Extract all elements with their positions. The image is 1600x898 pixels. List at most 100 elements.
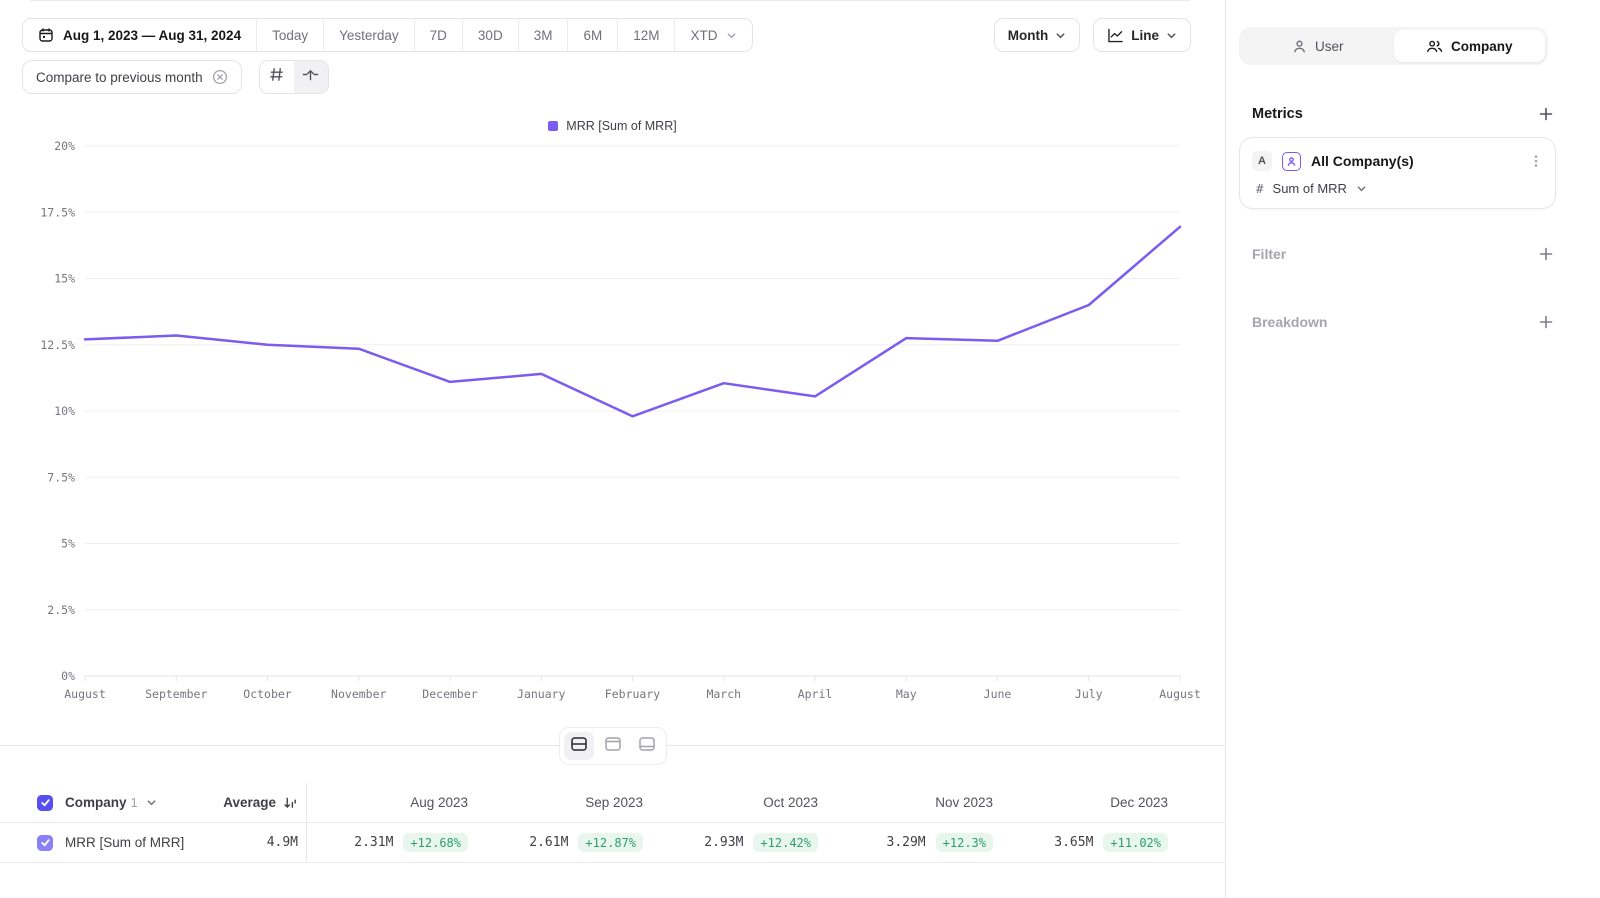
add-breakdown-button[interactable] (1538, 314, 1554, 330)
entity-count: 1 (130, 795, 138, 810)
chart-legend: MRR [Sum of MRR] (0, 119, 1225, 133)
legend-swatch (548, 121, 559, 131)
grid-toggle-button[interactable] (260, 61, 294, 93)
top-divider (30, 0, 1190, 1)
cell-value: 3.65M (1054, 835, 1094, 850)
svg-text:17.5%: 17.5% (40, 205, 75, 219)
date-range-button[interactable]: Aug 1, 2023 — Aug 31, 2024 (23, 19, 256, 51)
svg-text:September: September (145, 687, 207, 701)
month-column-header: Sep 2023 (585, 795, 643, 810)
metric-letter-badge: A (1252, 151, 1272, 171)
annotations-toggle-button[interactable] (293, 61, 328, 93)
breakdown-label: Breakdown (1252, 314, 1328, 330)
aggregation-dropdown[interactable]: # Sum of MRR (1252, 181, 1543, 196)
metrics-title: Metrics (1252, 106, 1303, 122)
month-column-header: Aug 2023 (410, 795, 468, 810)
range-6m-button[interactable]: 6M (567, 19, 617, 51)
granularity-dropdown[interactable]: Month (993, 18, 1081, 52)
average-value: 4.9M (266, 835, 298, 850)
range-xtd-label: XTD (690, 27, 718, 43)
svg-text:10%: 10% (54, 404, 75, 418)
range-7d-button[interactable]: 7D (413, 19, 462, 51)
chart-option-toggles (258, 60, 329, 94)
delta-badge: +12.68% (403, 833, 468, 852)
delta-badge: +12.3% (935, 833, 993, 852)
range-today-button[interactable]: Today (256, 19, 323, 51)
svg-text:7.5%: 7.5% (47, 470, 75, 484)
analytics-main-panel: Aug 1, 2023 — Aug 31, 2024 Today Yesterd… (0, 0, 1225, 863)
range-yesterday-button[interactable]: Yesterday (323, 19, 414, 51)
granularity-label: Month (1007, 27, 1049, 43)
layout-table-only-button[interactable] (632, 732, 662, 760)
cell-value: 2.61M (529, 835, 569, 850)
calendar-icon (38, 27, 54, 43)
delta-badge: +12.87% (578, 833, 643, 852)
tab-company[interactable]: Company (1393, 30, 1545, 62)
cell-value: 2.31M (354, 835, 394, 850)
svg-text:June: June (984, 687, 1012, 701)
svg-text:March: March (706, 687, 741, 701)
aggregation-label: Sum of MRR (1272, 181, 1347, 196)
company-metric-icon (1282, 151, 1301, 171)
layout-toggle-group (558, 727, 667, 765)
chart-type-dropdown[interactable]: Line (1093, 18, 1191, 52)
add-metric-button[interactable] (1538, 106, 1554, 122)
table-row[interactable]: MRR [Sum of MRR] 4.9M 2.31M +12.68% 2.61… (0, 823, 1225, 863)
filter-section: Filter (1252, 246, 1554, 262)
line-chart-icon (1107, 28, 1124, 43)
svg-text:February: February (605, 687, 660, 701)
svg-text:20%: 20% (54, 139, 75, 153)
tab-user[interactable]: User (1242, 30, 1394, 62)
layout-split-button[interactable] (563, 732, 594, 760)
metrics-header: Metrics (1252, 106, 1554, 122)
svg-text:2.5%: 2.5% (47, 603, 75, 617)
table-column-divider (306, 823, 307, 862)
tab-company-label: Company (1450, 38, 1513, 54)
cell-value: 3.29M (886, 835, 926, 850)
metric-name: All Company(s) (1311, 153, 1414, 169)
range-12m-button[interactable]: 12M (617, 19, 674, 51)
svg-text:November: November (331, 687, 386, 701)
svg-text:August: August (64, 687, 106, 701)
breakdown-section: Breakdown (1252, 314, 1554, 330)
chevron-down-icon (1166, 30, 1177, 41)
entity-column-header[interactable]: Company (65, 795, 127, 810)
range-xtd-button[interactable]: XTD (674, 19, 752, 51)
month-column-header: Oct 2023 (763, 795, 818, 810)
metric-card[interactable]: A All Company(s) # Sum of MRR (1239, 137, 1556, 209)
compare-chip[interactable]: Compare to previous month (22, 60, 242, 94)
metric-row-name: MRR [Sum of MRR] (65, 835, 185, 850)
metric-menu-button[interactable] (1529, 153, 1543, 169)
compare-toolbar: Compare to previous month (22, 60, 329, 94)
grid-icon (269, 67, 284, 87)
layout-chart-only-icon (604, 736, 622, 757)
chevron-down-icon (726, 30, 737, 41)
remove-compare-icon[interactable] (212, 69, 228, 85)
layout-table-only-icon (638, 736, 656, 757)
average-column-header[interactable]: Average (223, 795, 276, 810)
breakdown-table: Company 1 Average Aug 2023 Sep 2023 Oct … (0, 783, 1225, 863)
sort-icon[interactable] (283, 796, 298, 810)
range-3m-button[interactable]: 3M (517, 19, 568, 51)
chart-controls: Month Line (993, 18, 1191, 52)
chart-type-label: Line (1131, 27, 1159, 43)
annotation-marker-icon (302, 67, 319, 87)
svg-text:October: October (243, 687, 292, 701)
row-checkbox[interactable] (37, 834, 53, 851)
delta-badge: +11.02% (1103, 833, 1168, 852)
svg-text:0%: 0% (61, 669, 75, 683)
legend-label: MRR [Sum of MRR] (566, 119, 677, 133)
svg-text:August: August (1159, 687, 1201, 701)
mrr-line-chart: 0% 2.5% 5% 7.5% 10% 12.5% 15% 17.5% 20% August Sep… (40, 139, 1201, 701)
chevron-down-icon[interactable] (146, 797, 157, 808)
chevron-down-icon (1055, 30, 1066, 41)
layout-chart-only-button[interactable] (598, 732, 628, 760)
filter-label: Filter (1252, 246, 1287, 262)
range-30d-button[interactable]: 30D (461, 19, 518, 51)
month-column-header: Nov 2023 (935, 795, 993, 810)
svg-text:December: December (422, 687, 477, 701)
add-filter-button[interactable] (1538, 246, 1554, 262)
select-all-checkbox[interactable] (37, 794, 53, 811)
table-column-divider (306, 783, 307, 822)
tab-user-label: User (1314, 38, 1344, 54)
